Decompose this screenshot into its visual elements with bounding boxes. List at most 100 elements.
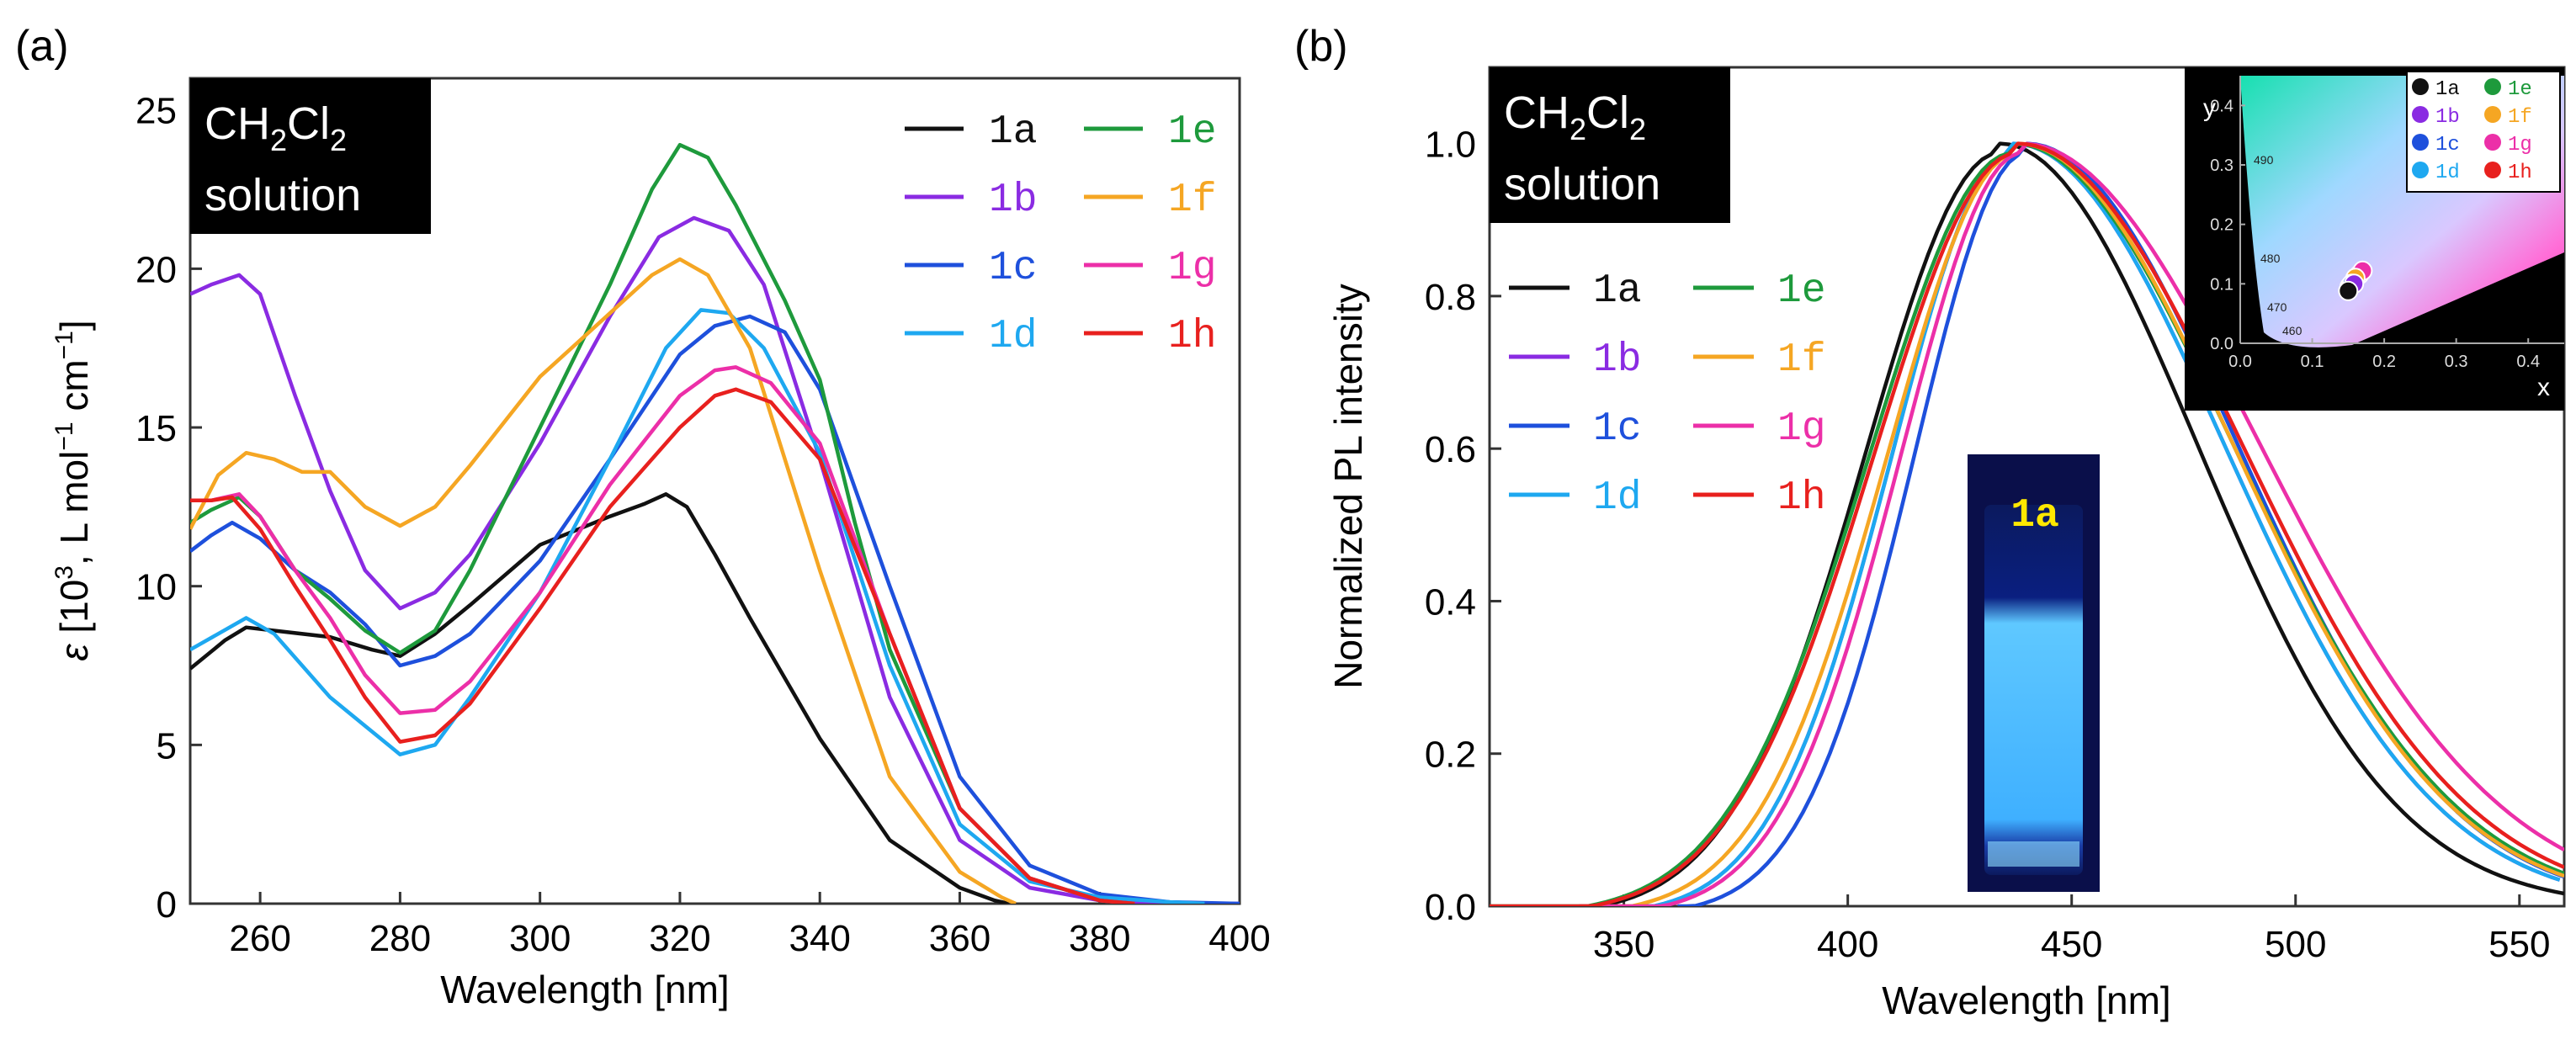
cie-locus-label: 460 (2282, 324, 2302, 337)
panel-b-series-lines (1490, 141, 2564, 906)
cie-y-tick-label: 0.2 (2210, 216, 2233, 235)
cie-legend-label-1b: 1b (2435, 106, 2460, 129)
panel-b-x-axis-label: Wavelength [nm] (1882, 979, 2170, 1022)
panel-b-legend: 1a 1b 1c 1d 1e 1f 1g 1h (1509, 268, 1826, 521)
cie-legend-label-1d: 1d (2435, 162, 2460, 184)
y-tick-label: 20 (135, 249, 177, 290)
y-tick-label: 1.0 (1425, 125, 1476, 166)
cie-y-tick-label: 0.3 (2210, 156, 2233, 175)
cie-legend-dot-1b (2412, 106, 2429, 123)
cie-x-label: x (2537, 374, 2550, 401)
x-tick-label: 320 (649, 918, 710, 959)
y-tick-label: 0.2 (1425, 735, 1476, 776)
x-tick-label: 280 (369, 918, 431, 959)
series-line-1d (1646, 141, 2561, 906)
y-tick-label: 15 (135, 408, 177, 449)
y-tick-label: 25 (135, 91, 177, 132)
panel-b-title-box: CH2Cl2 solution (1490, 67, 1730, 223)
y-tick-label: 0.0 (1425, 887, 1476, 928)
x-tick-label: 450 (2041, 924, 2102, 965)
panel-b-y-axis: 0.0 0.2 0.4 0.6 0.8 1.0 (1425, 125, 1501, 928)
cie-legend-dot-1h (2484, 162, 2501, 178)
x-tick-label: 260 (229, 918, 290, 959)
legend-label-1d: 1d (989, 314, 1038, 359)
y-tick-label: 0.4 (1425, 581, 1476, 623)
cie-x-tick-label: 0.2 (2372, 353, 2396, 371)
cie-locus-label: 470 (2267, 300, 2287, 314)
legend-label-1f: 1f (1168, 178, 1217, 223)
legend-label-1e: 1e (1168, 109, 1217, 155)
x-tick-label: 300 (509, 918, 571, 959)
panel-a-title-box: CH2Cl2 solution (190, 78, 431, 234)
panel-a-series-lines (190, 142, 1240, 904)
legend-label-1g: 1g (1168, 246, 1217, 291)
cie-y-tick-label: 0.0 (2210, 335, 2233, 353)
cie-legend-label-1f: 1f (2508, 106, 2532, 129)
cie-legend-label-1c: 1c (2435, 134, 2460, 156)
cie-axes: 0.0 0.1 0.2 0.3 0.4 0.0 0.1 0.2 0.3 0.4 (2210, 97, 2540, 371)
panel-a-title-line1: CH2Cl2 (204, 98, 347, 157)
cie-y-label: y (2203, 94, 2216, 122)
legend-label-1h: 1h (1168, 314, 1217, 359)
panel-b-pl-chart: (b) 350 400 450 500 550 0.0 0.2 0.4 0.6 0.8 1.0 1… (1294, 22, 2566, 1022)
panel-b-plot-frame (1488, 66, 2566, 908)
cie-legend-label-1g: 1g (2508, 134, 2532, 156)
legend-label-1a: 1a (989, 109, 1038, 155)
y-tick-label: 10 (135, 567, 177, 608)
x-tick-label: 400 (1208, 918, 1270, 959)
legend-label-1g: 1g (1777, 406, 1826, 452)
cie-x-tick-label: 0.1 (2301, 353, 2324, 371)
series-line-1a (190, 492, 1010, 904)
series-line-1b (190, 215, 1240, 904)
series-line-1d (190, 308, 1205, 904)
panel-b-y-axis-label: Normalized PL intensity (1326, 284, 1370, 689)
x-tick-label: 350 (1593, 924, 1654, 965)
series-line-1f (190, 257, 1017, 904)
series-line-1g (1579, 141, 2564, 906)
panel-a-legend: 1a 1b 1c 1d 1e 1f 1g 1h (905, 109, 1217, 359)
cie-y-tick-label: 0.1 (2210, 275, 2233, 294)
legend-label-1a: 1a (1593, 268, 1642, 314)
legend-label-1b: 1b (1593, 337, 1642, 383)
legend-label-1e: 1e (1777, 268, 1826, 314)
cie-locus-label: 490 (2254, 153, 2274, 167)
x-tick-label: 500 (2265, 924, 2326, 965)
y-tick-label: 5 (157, 725, 177, 767)
cie-inset: 0.0 0.1 0.2 0.3 0.4 0.0 0.1 0.2 0.3 0.4 490 480 470… (2185, 67, 2564, 411)
cie-points (2338, 260, 2373, 301)
x-tick-label: 340 (789, 918, 850, 959)
panel-b-x-axis: 350 400 450 500 550 (1593, 894, 2551, 965)
cie-legend-label-1a: 1a (2435, 78, 2460, 101)
cie-legend-dot-1d (2412, 162, 2429, 178)
panel-a-y-axis-label: ε [103, L mol−1 cm−1] (50, 320, 96, 660)
series-line-1h (190, 387, 1135, 904)
y-tick-label: 0.6 (1425, 429, 1476, 470)
cie-locus-labels: 490 480 470 460 (2254, 153, 2302, 337)
vial-label: 1a (2010, 493, 2059, 538)
x-tick-label: 360 (929, 918, 991, 959)
panel-b-label: (b) (1294, 22, 1348, 71)
cie-legend-dot-1c (2412, 134, 2429, 151)
panel-a-plot-frame (189, 77, 1241, 905)
cie-legend-dot-1f (2484, 106, 2501, 123)
x-tick-label: 400 (1817, 924, 1878, 965)
cie-legend-label-1h: 1h (2508, 162, 2532, 184)
cie-x-tick-label: 0.0 (2228, 353, 2252, 371)
panel-a-x-axis: 260 280 300 320 340 360 380 400 (229, 892, 1271, 959)
y-tick-label: 0 (157, 884, 177, 926)
legend-label-1d: 1d (1593, 475, 1642, 521)
legend-label-1b: 1b (989, 178, 1038, 223)
cie-legend-dot-1e (2484, 78, 2501, 95)
series-line-1h (1490, 141, 2564, 906)
cie-legend-box (2406, 71, 2561, 193)
panel-b-title-line1: CH2Cl2 (1504, 88, 1646, 146)
cie-y-tick-label: 0.4 (2210, 97, 2233, 115)
cie-x-tick-label: 0.4 (2516, 353, 2540, 371)
cie-legend-label-1e: 1e (2508, 78, 2532, 101)
legend-label-1c: 1c (1593, 406, 1642, 452)
panel-a-absorption-chart: (a) 260 280 300 320 340 360 380 400 0510152025 … (15, 22, 1271, 1011)
legend-label-1f: 1f (1777, 337, 1826, 383)
panel-a-label: (a) (15, 22, 69, 71)
cie-point-1a (2338, 280, 2359, 301)
